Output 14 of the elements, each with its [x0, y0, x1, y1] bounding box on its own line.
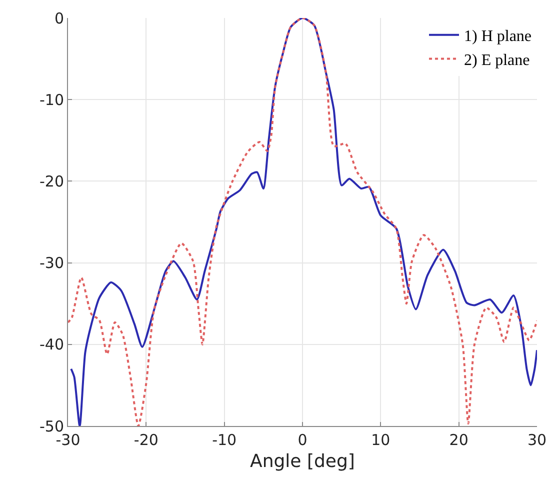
x-tick-label: 20: [449, 431, 468, 449]
y-tick-label: 0: [54, 9, 64, 28]
x-tick-label: 30: [527, 431, 547, 449]
x-tick-label: 0: [298, 431, 308, 449]
legend-label: 2) E plane: [464, 52, 530, 69]
y-tick-label: -10: [40, 90, 64, 109]
legend-label: 1) H plane: [464, 28, 532, 46]
x-axis-title: Angle [deg]: [250, 451, 355, 472]
x-tick-label: 10: [371, 431, 390, 449]
y-tick-label: -30: [40, 254, 64, 272]
y-tick-label: -40: [40, 336, 64, 354]
y-tick-label: -20: [40, 172, 64, 190]
x-tick-label: -10: [212, 431, 237, 449]
x-tick-label: -20: [134, 431, 158, 449]
